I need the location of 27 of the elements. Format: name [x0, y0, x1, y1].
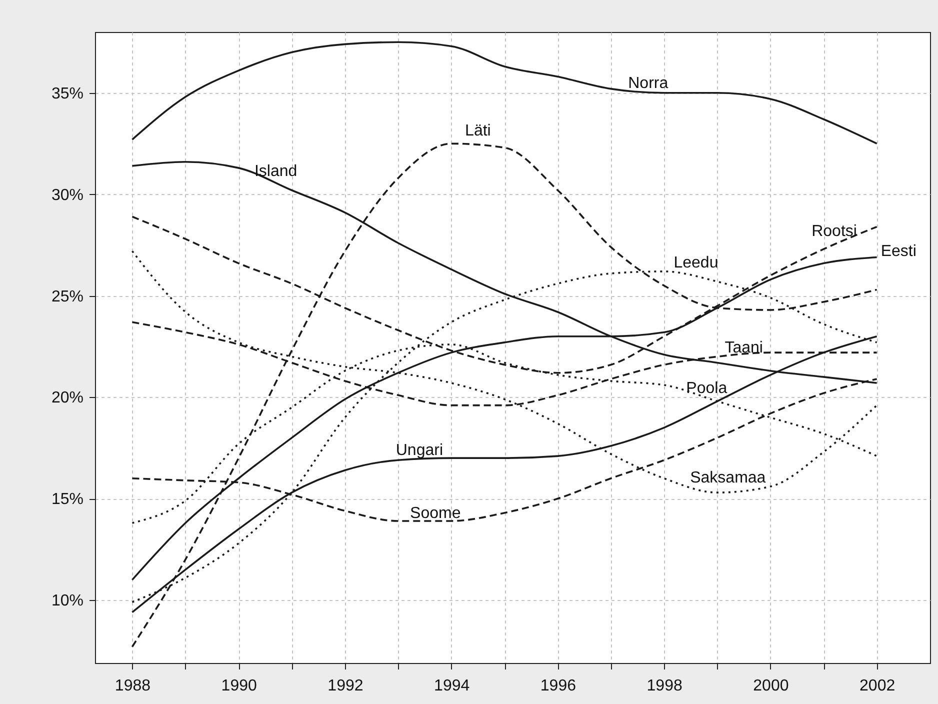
x-tick-label: 1990: [221, 678, 257, 694]
annotation: Saksamaa: [690, 469, 766, 486]
annotation: Rootsi: [812, 222, 857, 240]
y-tick-label: 20%: [51, 390, 84, 407]
annotation: Ungari: [396, 442, 443, 460]
annotation: Eesti: [880, 243, 916, 260]
y-tick-label: 10%: [51, 592, 84, 610]
annotation: Taani: [724, 340, 763, 357]
x-tick-label: 1996: [540, 678, 576, 694]
x-tick-label: 2000: [753, 678, 789, 694]
y-tick-label: 15%: [51, 491, 84, 508]
x-tick-label: 1988: [114, 678, 151, 694]
annotation: Soome: [410, 504, 461, 522]
x-tick-label: 2002: [860, 678, 896, 694]
x-tick-label: 1998: [646, 678, 682, 694]
y-tick-label: 30%: [51, 186, 84, 204]
annotation: Norra: [628, 74, 668, 92]
line-series: [131, 41, 878, 144]
y-tick-label: 35%: [51, 85, 84, 102]
x-tick-label: 1992: [328, 678, 364, 694]
x-tick-label: 1994: [434, 678, 470, 694]
annotation: Poola: [686, 380, 728, 398]
annotation: Leedu: [674, 254, 718, 272]
annotation: Island: [254, 163, 298, 180]
annotation: Läti: [465, 122, 491, 140]
y-tick-label: 25%: [51, 288, 84, 306]
line-series: [131, 142, 878, 648]
